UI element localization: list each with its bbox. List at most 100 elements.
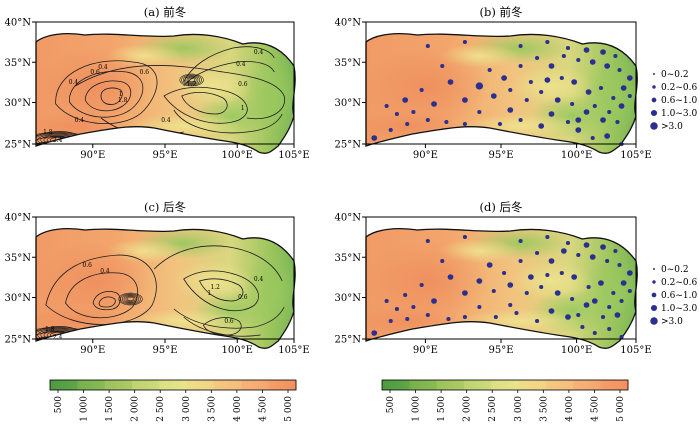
station-dot (394, 307, 399, 311)
contour-line (98, 296, 116, 308)
lon-tick-label: 105°E (620, 150, 651, 161)
station-dot (545, 235, 550, 239)
station-dot (559, 76, 564, 80)
station-dot (535, 56, 540, 60)
station-dot (600, 244, 606, 250)
contour-line (121, 294, 140, 304)
terrain-patch (173, 261, 253, 301)
station-dot (545, 40, 550, 44)
station-dot (604, 63, 611, 69)
station-dot (508, 303, 513, 307)
lon-tick-label: 95°E (152, 345, 177, 356)
colorbar-tick-label: 2 500 (156, 396, 166, 422)
station-dot (371, 330, 378, 336)
legend-dot (652, 72, 656, 76)
contour-line (181, 92, 228, 115)
map-panel: (a) 前冬0.40.6 0.60.41.811.2 0.610.40.40.4 0.… (5, 5, 310, 161)
station-dot (394, 112, 399, 116)
station-dot (600, 315, 606, 319)
contour-line (183, 46, 275, 83)
station-dot (583, 242, 590, 248)
terrain-patch (242, 251, 296, 331)
contour-label: 0.4 (75, 117, 85, 124)
legend-label: 1.0~3.0 (661, 304, 697, 314)
station-dot (626, 75, 633, 81)
station-dot (490, 93, 497, 99)
lat-tick-label: 40°N (5, 18, 32, 29)
contour-line (125, 296, 136, 302)
station-dot (620, 85, 627, 91)
colorbar: 500 1 000 1 500 2 000 2 500 3 000 3 500 4 000 4 … (381, 379, 629, 422)
station-dot (486, 262, 493, 268)
contour-line (184, 76, 199, 84)
colorbar-frame (381, 379, 629, 391)
lat-tick-label: 30°N (335, 293, 362, 304)
station-dot (388, 319, 393, 323)
station-dot (590, 136, 595, 140)
colorbar-tick-label: 1 500 (437, 396, 447, 422)
lat-tick-label: 35°N (335, 58, 362, 69)
station-dot (618, 103, 625, 109)
station-dot (501, 75, 507, 81)
station-dot (576, 58, 581, 62)
station-dot (384, 299, 389, 303)
station-dot (583, 109, 590, 115)
station-dot (419, 88, 424, 92)
legend-label: 0.2~0.6 (661, 83, 697, 93)
station-dot (565, 46, 571, 50)
contour-label: 0.4 (100, 268, 110, 275)
lat-tick-label: 40°N (335, 213, 362, 224)
terrain-detail (36, 228, 296, 335)
station-dot (548, 258, 555, 264)
plateau-region: 0.4 0.6 1.21 0.6 0.4 0.6 1.82.4 (35, 228, 296, 349)
terrain-patch (36, 46, 155, 126)
legend-label: 0.2~0.6 (661, 278, 697, 288)
lat-tick-label: 25°N (335, 140, 362, 151)
legend-label: 0.6~1.0 (661, 291, 697, 301)
colorbar-tick-label: 4 500 (258, 396, 268, 422)
panel-title: (c) 后冬 (144, 200, 187, 214)
legend-dot (650, 122, 658, 130)
contour-lines (36, 245, 285, 344)
contour-label: 0.4 (161, 117, 171, 124)
station-dot (440, 259, 445, 263)
station-dot (425, 44, 430, 48)
contour-label: 1 (241, 105, 245, 112)
station-dot (524, 98, 529, 102)
contour-label: 2.4 (53, 137, 63, 144)
contour-label: 0.6 (238, 81, 248, 88)
station-dot (518, 239, 523, 243)
colorbar-tick-label: 3 500 (207, 396, 217, 422)
lon-tick-label: 95°E (488, 345, 513, 356)
contour-line (55, 60, 158, 125)
contour-label: 1.2 (211, 284, 221, 291)
plateau-region: 0.40.6 0.60.41.811.2 0.610.40.40.4 0.41.82.… (35, 33, 296, 154)
contour-line (183, 61, 275, 87)
colorbar-tick-label: 4 000 (233, 396, 243, 422)
station-dot (607, 305, 612, 309)
station-dot (538, 123, 545, 129)
contour-label: 0.4 (98, 64, 108, 71)
legend-label: >3.0 (661, 122, 683, 132)
lon-tick-label: 90°E (80, 150, 105, 161)
contour-label: 0.4 (236, 61, 246, 68)
station-dot (487, 68, 492, 72)
station-dot (614, 312, 621, 318)
terrain-detail (366, 228, 638, 335)
station-dot (518, 44, 523, 48)
station-dot (585, 89, 592, 95)
lat-tick-label: 30°N (5, 293, 32, 304)
station-dot (384, 104, 389, 108)
station-dot (565, 314, 571, 320)
station-dot (475, 82, 484, 90)
colorbar-tick-label: 5 000 (616, 396, 626, 422)
station-dot (554, 290, 561, 296)
station-dot (611, 291, 616, 295)
station-dot (570, 102, 575, 106)
legend-dot (651, 292, 657, 298)
station-dot (476, 278, 483, 284)
station-dot (431, 101, 437, 107)
station-dot (598, 86, 604, 90)
colorbar-tick-label: 4 500 (590, 396, 600, 422)
map-panel: (c) 后冬 0.4 0.6 1.21 0.6 0.4 0.6 1.82.4 90°E 95°E 1… (5, 200, 310, 356)
